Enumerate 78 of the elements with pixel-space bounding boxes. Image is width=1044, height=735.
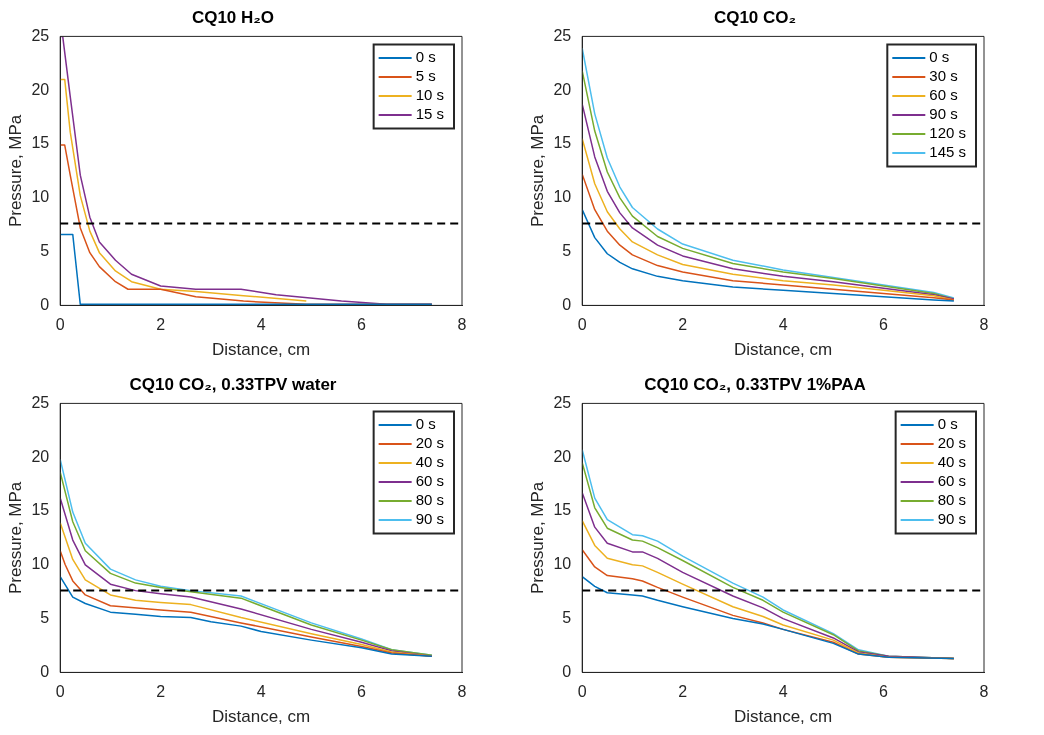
y-axis-title: Pressure, MPa — [527, 481, 547, 595]
legend-label: 40 s — [415, 453, 445, 471]
legend-label: 145 s — [929, 143, 967, 161]
x-tick-label: 0 — [55, 316, 65, 334]
x-tick-label: 6 — [879, 683, 889, 701]
x-tick-label: 0 — [577, 316, 587, 334]
x-tick-label: 2 — [156, 683, 166, 701]
x-tick-label: 8 — [457, 683, 467, 701]
y-tick-label: 5 — [40, 242, 50, 260]
y-tick-label: 25 — [553, 26, 572, 44]
legend-label: 60 s — [929, 86, 958, 104]
y-tick-label: 20 — [553, 447, 572, 465]
legend-label: 0 s — [937, 415, 958, 433]
x-tick-label: 8 — [979, 316, 989, 334]
y-tick-label: 10 — [553, 188, 572, 206]
legend-label: 40 s — [937, 453, 967, 471]
x-tick-label: 2 — [678, 683, 688, 701]
legend-label: 80 s — [937, 491, 967, 509]
x-axis-title: Distance, cm — [733, 340, 833, 360]
legend-label: 60 s — [937, 472, 967, 490]
legend-label: 0 s — [415, 48, 436, 66]
x-tick-label: 4 — [778, 316, 788, 334]
y-tick-label: 15 — [31, 134, 50, 152]
chart-title: CQ10 CO₂, 0.33TPV water — [129, 374, 337, 394]
y-tick-label: 10 — [31, 555, 50, 573]
y-tick-label: 25 — [31, 393, 50, 411]
x-axis-title: Distance, cm — [211, 707, 311, 727]
x-tick-label: 4 — [778, 683, 788, 701]
legend-label: 90 s — [415, 510, 445, 528]
y-tick-label: 0 — [40, 295, 50, 313]
legend-label: 20 s — [937, 434, 967, 452]
y-tick-label: 10 — [31, 188, 50, 206]
legend-label: 5 s — [415, 67, 436, 85]
y-tick-label: 20 — [31, 447, 50, 465]
x-tick-label: 8 — [457, 316, 467, 334]
x-tick-label: 6 — [357, 316, 367, 334]
chart-title: CQ10 H₂O — [191, 7, 275, 27]
x-tick-label: 4 — [256, 316, 266, 334]
y-tick-label: 5 — [40, 609, 50, 627]
y-tick-label: 10 — [553, 555, 572, 573]
y-tick-label: 0 — [40, 662, 50, 680]
y-axis-title: Pressure, MPa — [527, 114, 547, 228]
y-axis-title: Pressure, MPa — [5, 481, 25, 595]
chart-title: CQ10 CO₂, 0.33TPV 1%PAA — [644, 374, 866, 394]
y-tick-label: 15 — [553, 134, 572, 152]
y-tick-label: 25 — [553, 393, 572, 411]
x-tick-label: 8 — [979, 683, 989, 701]
y-tick-label: 5 — [562, 609, 572, 627]
y-tick-label: 0 — [562, 295, 572, 313]
chart-title: CQ10 CO₂ — [713, 7, 797, 27]
legend-label: 30 s — [929, 67, 958, 85]
x-tick-label: 2 — [678, 316, 688, 334]
y-tick-label: 20 — [553, 80, 572, 98]
y-tick-label: 0 — [562, 662, 572, 680]
y-axis-title: Pressure, MPa — [5, 114, 25, 228]
x-tick-label: 0 — [55, 683, 65, 701]
legend-label: 90 s — [937, 510, 967, 528]
legend-label: 20 s — [415, 434, 445, 452]
legend-label: 90 s — [929, 105, 958, 123]
y-tick-label: 15 — [553, 501, 572, 519]
x-axis-title: Distance, cm — [211, 340, 311, 360]
x-tick-label: 2 — [156, 316, 166, 334]
legend-label: 0 s — [929, 48, 950, 66]
x-tick-label: 6 — [357, 683, 367, 701]
y-tick-label: 15 — [31, 501, 50, 519]
x-tick-label: 6 — [879, 316, 889, 334]
legend-label: 120 s — [929, 124, 967, 142]
legend-label: 60 s — [415, 472, 445, 490]
y-tick-label: 5 — [562, 242, 572, 260]
x-axis-title: Distance, cm — [733, 707, 833, 727]
legend-label: 0 s — [415, 415, 436, 433]
y-tick-label: 20 — [31, 80, 50, 98]
x-tick-label: 4 — [256, 683, 266, 701]
legend-label: 15 s — [415, 105, 445, 123]
legend-label: 10 s — [415, 86, 445, 104]
x-tick-label: 0 — [577, 683, 587, 701]
legend-label: 80 s — [415, 491, 445, 509]
y-tick-label: 25 — [31, 26, 50, 44]
